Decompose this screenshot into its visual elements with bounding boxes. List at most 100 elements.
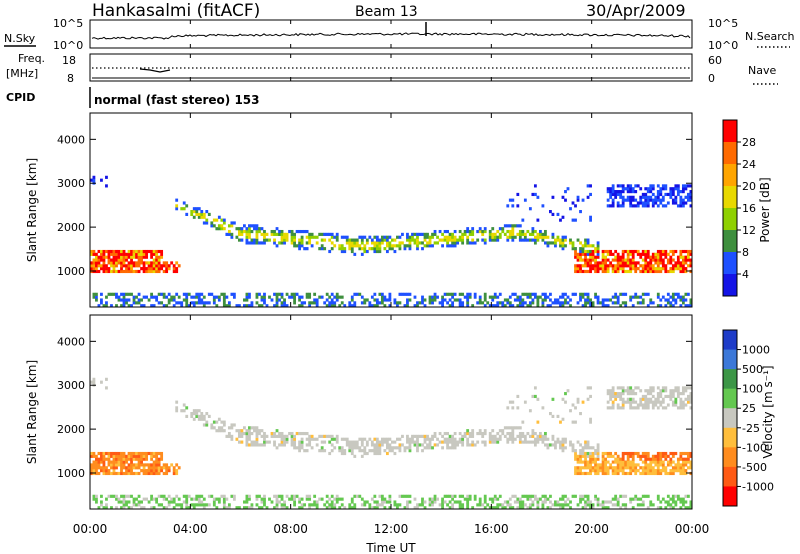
colorbar-swatch (723, 427, 737, 448)
velocity-cell (328, 434, 332, 438)
velocity-cell (110, 460, 113, 464)
velocity-cell (102, 469, 106, 473)
velocity-cell (95, 463, 98, 467)
velocity-cell (659, 469, 663, 473)
velocity-cell (142, 463, 146, 467)
velocity-cell (586, 460, 590, 464)
power-cell (160, 249, 164, 254)
power-cell (375, 247, 379, 251)
power-cell (511, 224, 515, 228)
power-cell (669, 192, 673, 197)
velocity-cell (353, 443, 357, 447)
power-cell (95, 258, 98, 262)
power-cell (664, 267, 668, 271)
power-cell (431, 235, 434, 239)
power-cell (634, 261, 638, 265)
power-cell (636, 201, 640, 205)
velocity-cell (258, 429, 261, 433)
velocity-cell (396, 503, 399, 507)
power-cell (383, 238, 387, 242)
velocity-cell (619, 392, 623, 396)
power-cell (533, 229, 537, 234)
velocity-cell (165, 471, 169, 476)
velocity-cell (611, 392, 615, 396)
power-cell (383, 235, 387, 239)
velocity-cell (511, 429, 515, 433)
power-cell (601, 269, 605, 274)
velocity-cell (283, 500, 286, 504)
velocity-cell (107, 460, 111, 464)
power-cell (441, 298, 444, 302)
velocity-cell (406, 503, 409, 507)
velocity-cell (491, 500, 495, 504)
velocity-cell (664, 471, 668, 476)
velocity-cell (674, 500, 678, 504)
power-cell (90, 252, 93, 256)
velocity-cell (581, 454, 585, 458)
power-cell (380, 301, 384, 305)
power-cell (526, 238, 530, 242)
power-cell (483, 238, 487, 242)
power-cell (187, 292, 191, 296)
velocity-cell (388, 437, 392, 441)
velocity-cell (232, 423, 236, 427)
velocity-cell (368, 503, 372, 507)
power-cell (606, 264, 610, 268)
velocity-cell (606, 454, 610, 458)
power-cell (671, 258, 675, 262)
power-cell (248, 224, 251, 228)
velocity-cell (541, 494, 545, 498)
velocity-cell (586, 500, 590, 504)
velocity-cell (523, 440, 527, 444)
velocity-cell (679, 457, 683, 461)
power-cell (644, 198, 648, 202)
power-cell (671, 252, 675, 256)
power-cell (92, 175, 96, 179)
power-cell (280, 229, 284, 234)
velocity-cell (601, 457, 605, 461)
velocity-cell (350, 500, 354, 504)
velocity-cell (217, 497, 221, 501)
power-cell (606, 252, 610, 256)
power-cell (498, 232, 502, 236)
velocity-cell (556, 437, 560, 441)
power-cell (145, 295, 148, 299)
power-cell (644, 292, 648, 296)
power-cell (300, 301, 304, 305)
colorbar-tick-label: 100 (742, 383, 763, 396)
velocity-cell (423, 440, 427, 444)
velocity-cell (589, 417, 592, 421)
power-cell (681, 184, 685, 188)
velocity-cell (385, 443, 389, 447)
power-cell (142, 264, 146, 268)
power-cell (120, 258, 123, 262)
velocity-cell (639, 400, 643, 404)
power-cell (172, 267, 176, 271)
velocity-cell (363, 451, 367, 456)
power-cell (528, 301, 532, 305)
velocity-cell (561, 494, 565, 498)
velocity-cell (127, 500, 131, 504)
power-cell (684, 292, 688, 296)
power-cell (225, 304, 229, 308)
power-cell (661, 267, 665, 271)
velocity-cell (589, 500, 592, 504)
power-cell (639, 195, 643, 199)
velocity-cell (466, 503, 470, 507)
power-cell (105, 255, 108, 259)
velocity-cell (508, 431, 512, 436)
velocity-cell (378, 494, 382, 498)
velocity-cell (606, 400, 610, 404)
velocity-cell (451, 506, 455, 510)
velocity-cell (358, 446, 362, 450)
power-cell (621, 198, 625, 202)
power-cell (589, 184, 592, 188)
power-cell (416, 241, 419, 245)
power-cell (348, 241, 352, 245)
power-cell (275, 244, 279, 248)
velocity-cell (516, 506, 520, 510)
velocity-cell (544, 434, 547, 438)
velocity-cell (604, 463, 608, 467)
power-cell (102, 304, 106, 308)
power-cell (664, 184, 668, 188)
